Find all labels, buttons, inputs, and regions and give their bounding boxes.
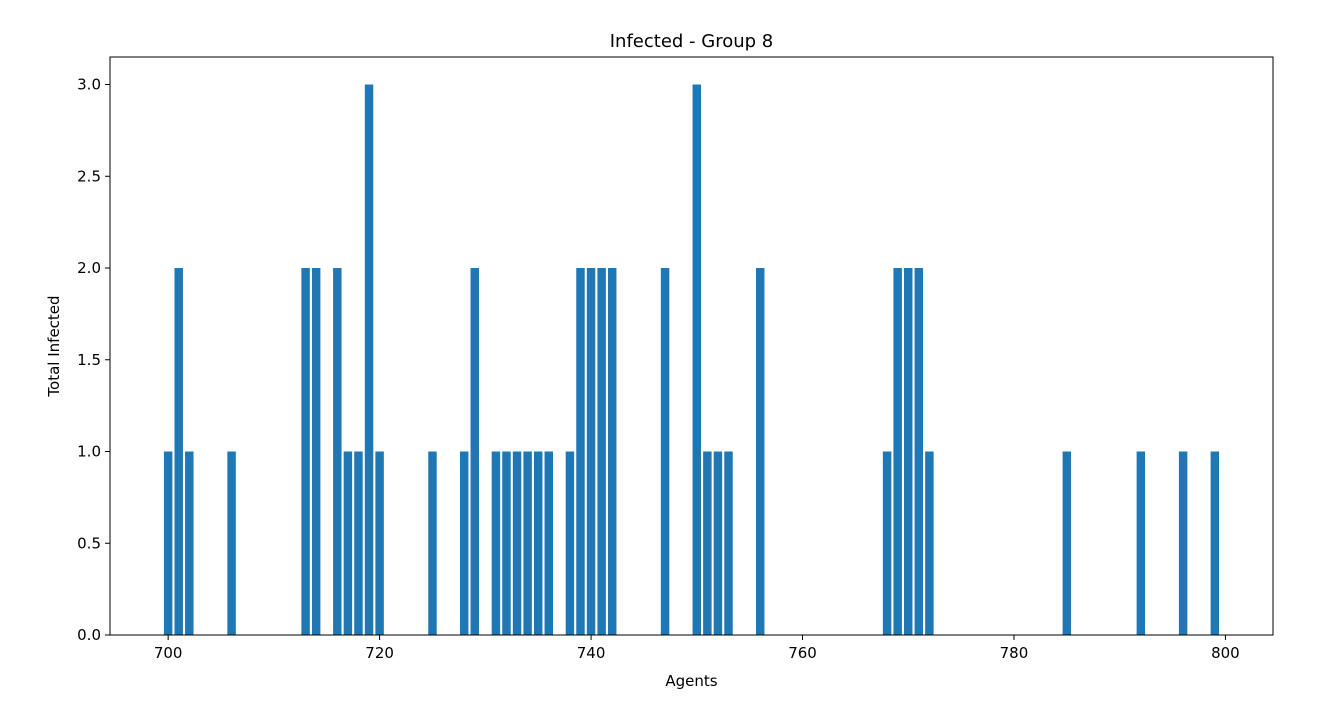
y-tick-label: 1.5 [77,351,101,369]
bar-agent-728 [459,451,469,635]
y-tick-label: 0.0 [77,626,101,644]
bar-agent-740 [586,268,596,635]
x-tick-label: 760 [788,644,817,662]
bar-agent-701 [174,268,183,635]
bar-agent-719 [364,84,374,635]
bar-agent-771 [914,268,924,635]
bar-agent-706 [227,451,236,635]
axis-ticks: 700 720 740 760 780 800 0.0 0.5 1.0 1.5 2.0 2.5 3.0 [77,76,1240,662]
x-tick-label: 700 [154,644,183,662]
bar-agent-725 [428,451,437,635]
bar-agent-731 [491,451,501,635]
x-tick-label: 800 [1211,644,1240,662]
x-axis-label: Agents [665,672,717,690]
y-tick-label: 1.0 [77,443,101,461]
bar-agent-751 [703,451,712,635]
bar-agent-792 [1136,451,1146,635]
bar-agent-785 [1062,451,1072,635]
y-tick-label: 2.5 [77,167,101,185]
y-tick-label: 2.0 [77,259,101,277]
bar-agent-700 [163,451,173,635]
bar-agent-739 [576,268,585,635]
bar-agent-799 [1210,451,1220,635]
chart-title: Infected - Group 8 [610,31,774,52]
bar-agent-769 [893,268,902,635]
bar-agent-772 [925,451,934,635]
bars [163,84,1220,635]
y-axis-label: Total Infected [45,295,63,397]
bar-agent-742 [607,268,617,635]
bar-agent-756 [755,268,765,635]
bar-agent-713 [301,268,310,635]
bar-agent-733 [512,451,522,635]
plot-frame [109,56,1274,636]
bar-agent-768 [882,451,892,635]
bar-agent-750 [692,84,702,635]
bar-agent-753 [724,451,733,635]
bar-agent-717 [343,451,353,635]
x-tick-label: 780 [1000,644,1029,662]
bar-agent-747 [660,268,670,635]
bar-agent-720 [375,451,384,635]
bar-agent-734 [523,451,532,635]
bar-agent-718 [354,451,363,635]
x-tick-label: 720 [365,644,394,662]
bar-agent-738 [565,451,575,635]
bar-agent-741 [597,268,606,635]
bar-agent-796 [1178,451,1188,635]
y-tick-label: 3.0 [77,76,101,94]
bar-agent-735 [533,451,543,635]
bar-agent-736 [544,451,553,635]
bar-agent-729 [470,268,479,635]
bar-agent-732 [502,451,511,635]
y-tick-label: 0.5 [77,534,101,552]
x-tick-label: 740 [577,644,606,662]
bar-agent-752 [713,451,723,635]
bar-agent-714 [311,268,321,635]
bar-agent-770 [904,268,913,635]
bar-agent-716 [333,268,342,635]
bar-agent-702 [185,451,194,635]
